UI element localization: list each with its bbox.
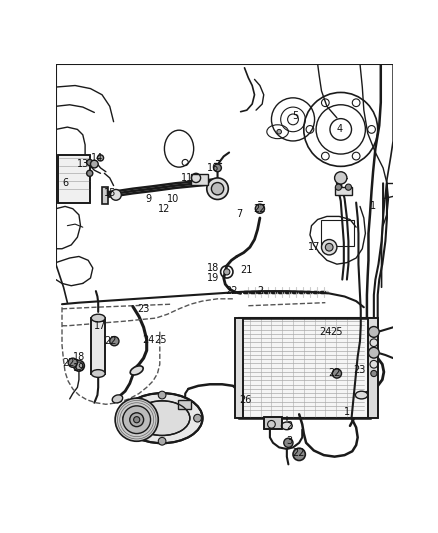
Circle shape <box>224 269 230 275</box>
Circle shape <box>130 413 144 426</box>
Text: 1: 1 <box>344 407 350 417</box>
Circle shape <box>97 155 103 161</box>
Text: 9: 9 <box>145 193 151 204</box>
Circle shape <box>332 369 342 378</box>
Text: 17: 17 <box>308 242 321 252</box>
Text: 3: 3 <box>286 436 292 446</box>
Text: 26: 26 <box>239 394 251 405</box>
Text: 15: 15 <box>103 188 116 198</box>
Ellipse shape <box>130 366 143 375</box>
Bar <box>102 187 108 204</box>
Text: 11: 11 <box>180 173 193 183</box>
Circle shape <box>87 159 93 166</box>
Text: 25: 25 <box>154 335 167 345</box>
Ellipse shape <box>282 422 292 430</box>
Bar <box>235 318 243 418</box>
Bar <box>321 220 354 246</box>
Circle shape <box>346 184 352 190</box>
Circle shape <box>293 448 305 461</box>
Circle shape <box>277 130 282 134</box>
Circle shape <box>110 336 119 346</box>
Text: 10: 10 <box>167 193 179 204</box>
Text: 22: 22 <box>63 358 75 368</box>
Text: 1: 1 <box>370 201 376 212</box>
Text: 4: 4 <box>336 124 342 134</box>
Bar <box>91 318 105 374</box>
Circle shape <box>368 327 379 337</box>
Bar <box>264 417 282 429</box>
Text: 12: 12 <box>157 204 170 214</box>
Text: 19: 19 <box>207 273 219 283</box>
Bar <box>239 318 370 418</box>
Ellipse shape <box>355 391 367 399</box>
Circle shape <box>321 239 337 255</box>
Ellipse shape <box>91 370 105 377</box>
Ellipse shape <box>112 395 123 403</box>
Ellipse shape <box>122 393 202 443</box>
Text: 22: 22 <box>253 204 265 214</box>
Text: 22: 22 <box>225 286 238 296</box>
Circle shape <box>158 391 166 399</box>
Text: 22: 22 <box>328 368 341 378</box>
Text: 16: 16 <box>207 163 219 173</box>
Circle shape <box>214 164 221 172</box>
Text: 19: 19 <box>73 363 85 373</box>
Text: 23: 23 <box>138 304 150 314</box>
Bar <box>239 318 370 418</box>
Circle shape <box>75 362 83 370</box>
Circle shape <box>212 182 224 195</box>
Bar <box>58 155 91 203</box>
Text: 21: 21 <box>240 265 253 276</box>
Circle shape <box>335 172 347 184</box>
Circle shape <box>207 178 228 199</box>
Bar <box>235 318 243 418</box>
Text: 17: 17 <box>94 321 107 331</box>
Bar <box>336 187 352 195</box>
Circle shape <box>194 414 201 422</box>
Ellipse shape <box>91 314 105 322</box>
Circle shape <box>91 160 98 168</box>
Circle shape <box>87 170 93 176</box>
Circle shape <box>336 184 342 190</box>
Circle shape <box>115 398 158 441</box>
Bar <box>368 318 378 418</box>
Circle shape <box>284 438 293 447</box>
Circle shape <box>68 358 78 367</box>
Ellipse shape <box>134 401 190 435</box>
Circle shape <box>123 414 131 422</box>
Circle shape <box>158 438 166 445</box>
Text: 14: 14 <box>91 153 103 163</box>
Circle shape <box>123 406 151 433</box>
Circle shape <box>134 417 140 423</box>
Circle shape <box>255 204 265 213</box>
Bar <box>264 417 282 429</box>
Text: 24: 24 <box>319 327 332 337</box>
Text: 18: 18 <box>207 263 219 273</box>
Bar <box>368 318 378 418</box>
Text: 2: 2 <box>286 421 292 431</box>
Text: 24: 24 <box>142 335 155 345</box>
Circle shape <box>371 370 377 377</box>
Circle shape <box>368 348 379 358</box>
Circle shape <box>325 244 333 251</box>
Text: 13: 13 <box>77 159 89 169</box>
Text: 18: 18 <box>73 352 85 361</box>
Text: 6: 6 <box>62 179 68 188</box>
Bar <box>58 155 91 203</box>
Text: 2: 2 <box>257 286 263 296</box>
Text: 25: 25 <box>330 327 343 337</box>
Bar <box>91 318 105 374</box>
Text: 7: 7 <box>236 209 242 219</box>
Circle shape <box>110 189 121 200</box>
Text: 22: 22 <box>104 336 117 346</box>
Text: 22: 22 <box>292 448 305 458</box>
Bar <box>177 400 191 409</box>
Text: 5: 5 <box>292 111 298 122</box>
Bar <box>191 174 208 185</box>
Text: 23: 23 <box>353 366 365 375</box>
